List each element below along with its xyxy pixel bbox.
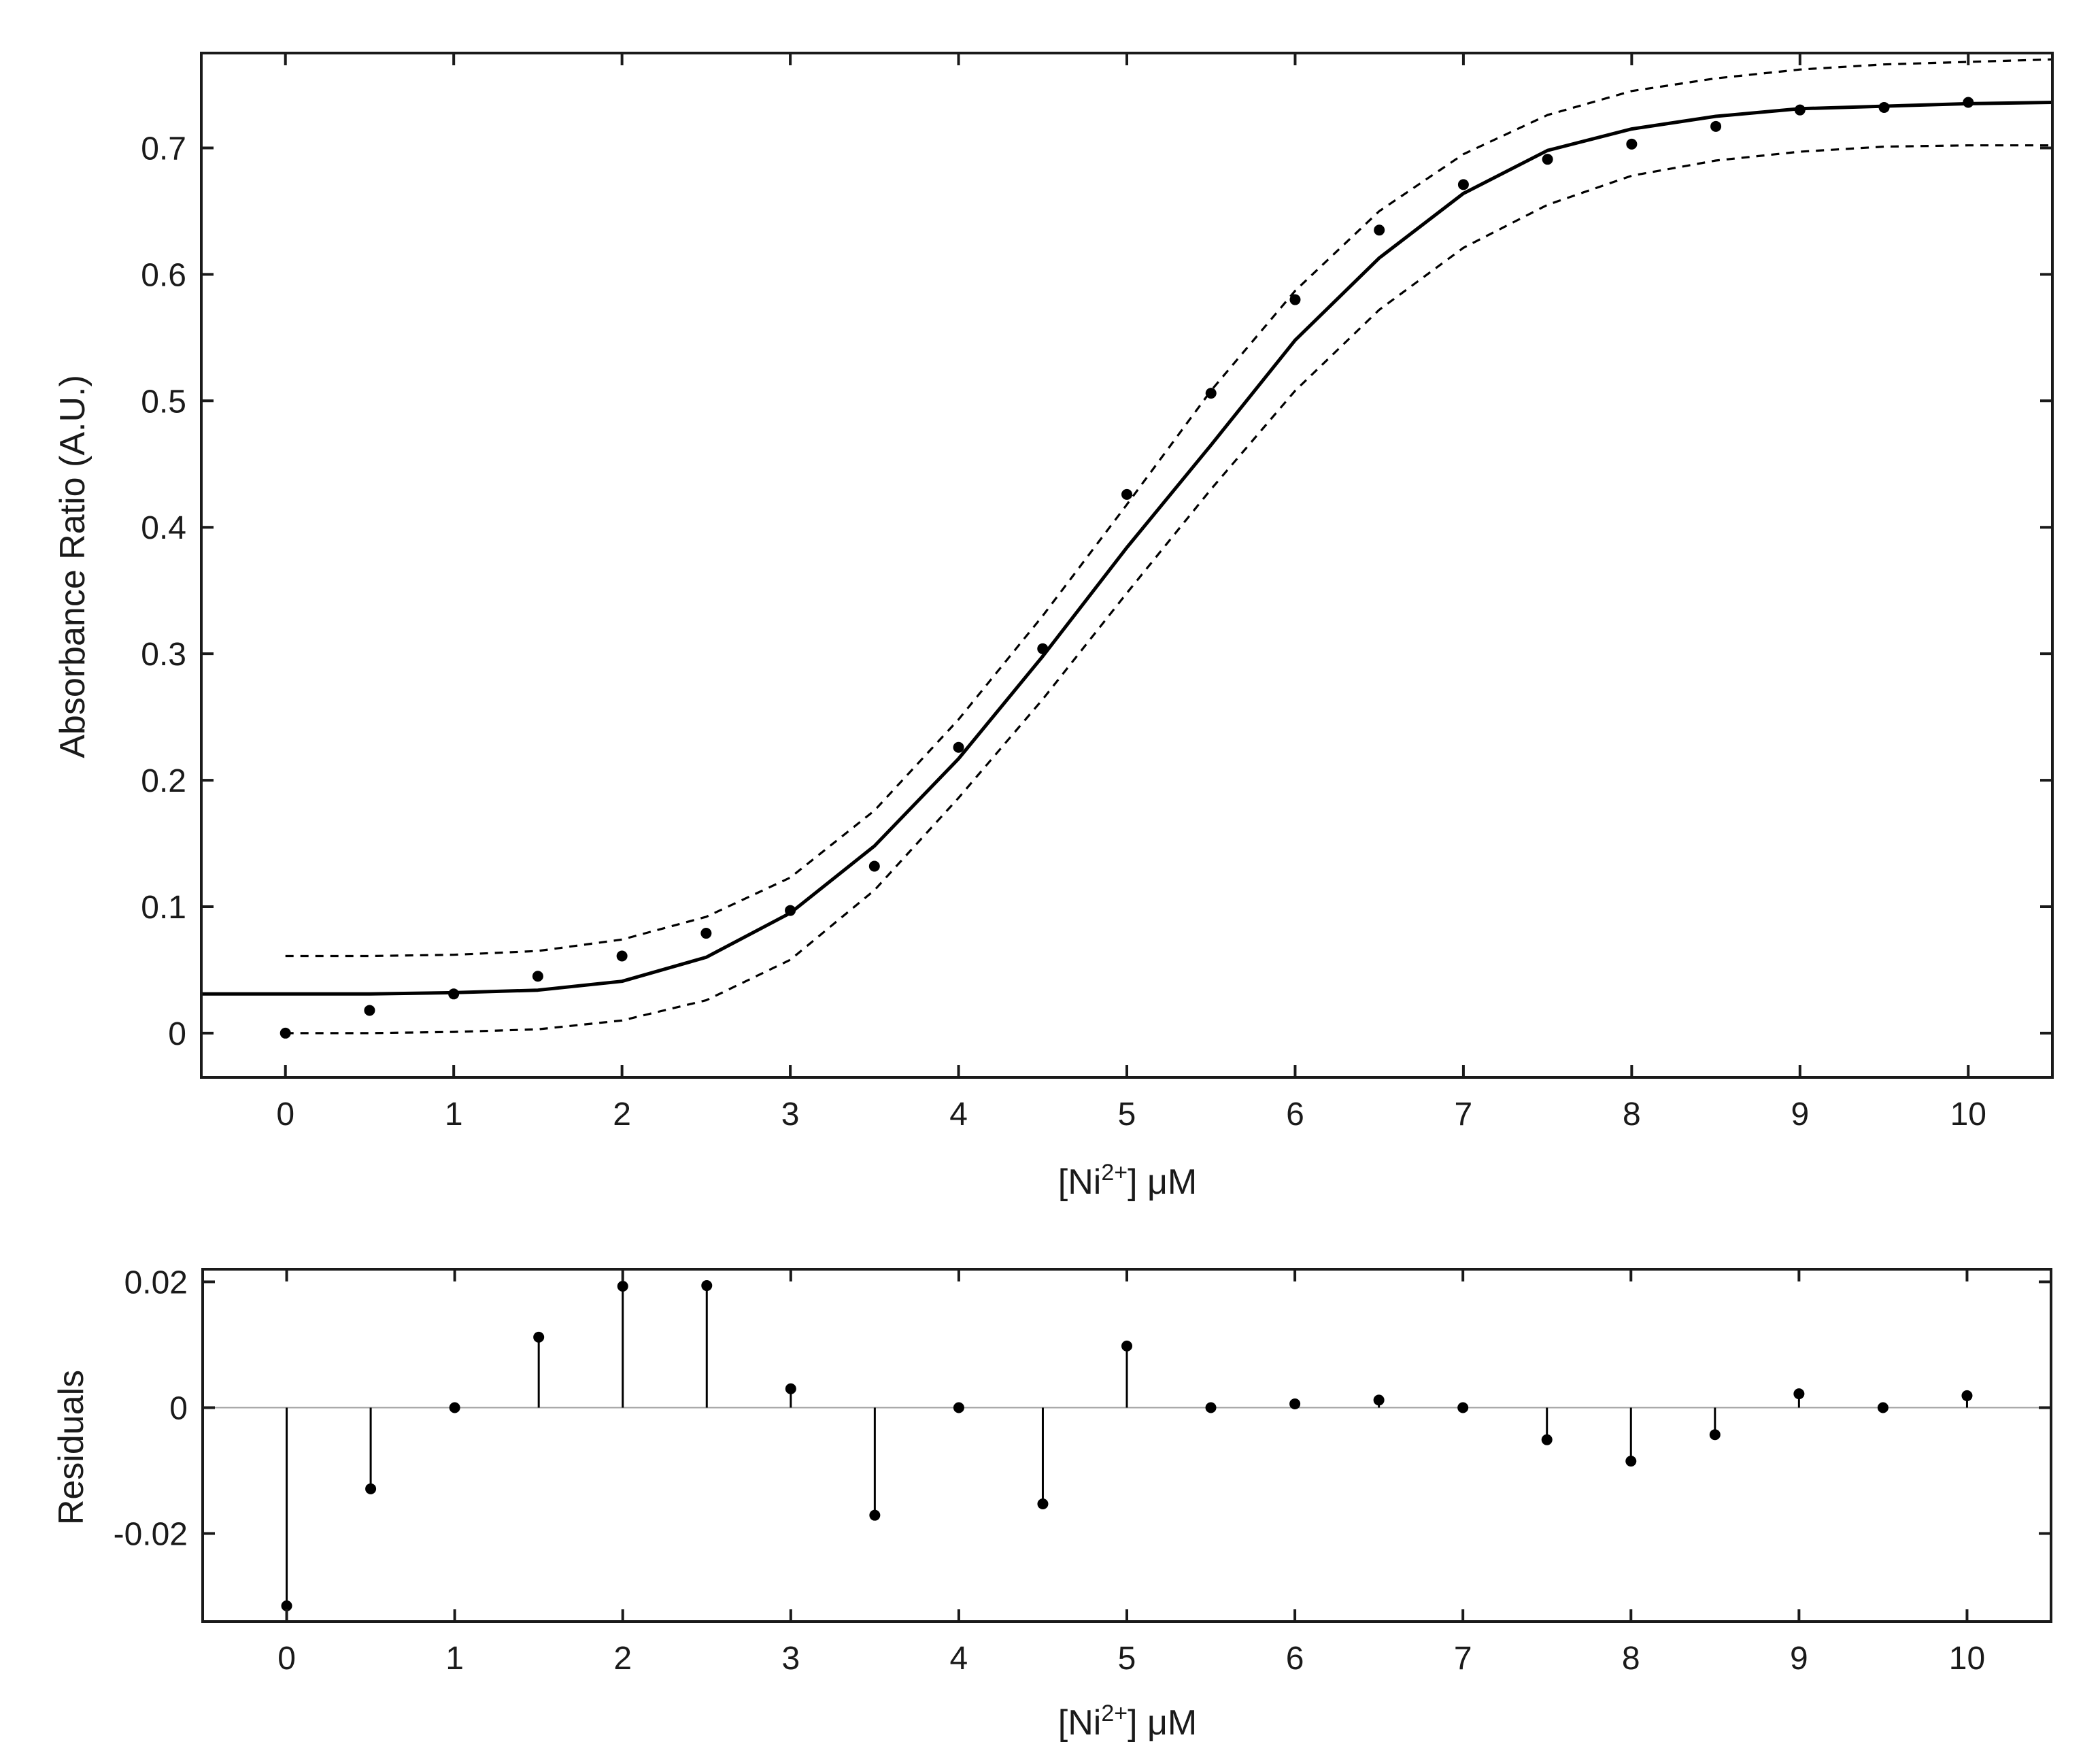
residual-point [1037,1498,1049,1510]
x-tick-label: 0 [276,1096,294,1133]
y-tick-label: 0.7 [141,131,186,167]
plot-area [201,58,2052,1039]
y-tick-label: 0 [169,1391,188,1427]
y-tick-label: -0.02 [114,1517,188,1553]
x-tick-label: 7 [1455,1096,1473,1133]
residual-point [1205,1402,1217,1413]
data-point [364,1005,375,1016]
plot-area [203,1280,2051,1611]
y-tick-label: 0.3 [141,637,186,673]
residual-point [617,1280,628,1292]
x-tick-label: 8 [1623,1096,1641,1133]
fit-line [201,101,2052,996]
fit-plot: 0 1 2 3 4 5 6 7 8 9 10 0 0.1 0.2 0.3 0.4 0.5 0.6 0.7 [Ni2+… [53,52,2054,1202]
data-point [1121,488,1132,500]
residual-point [1793,1388,1805,1400]
residual-point [953,1402,964,1413]
x-axis-label-suffix: ] μM [1128,1703,1197,1743]
x-tick-label: 9 [1790,1641,1808,1677]
x-tick-label: 0 [277,1641,296,1677]
x-tick-label: 10 [1950,1096,1986,1133]
y-tick-label: 0.2 [141,763,186,799]
data-point [868,860,880,872]
residuals-plot-tick-labels: 0 1 2 3 4 5 6 7 8 9 10 -0.02 0 0.02 [114,1265,1986,1677]
x-tick-label: 4 [949,1096,968,1133]
y-tick-label: 0.6 [141,257,186,293]
residual-point [785,1383,796,1394]
residual-point [1877,1402,1889,1413]
residuals-plot-y-axis-label: Residuals [52,1370,91,1525]
x-axis-label-superscript: 2+ [1101,1160,1128,1186]
x-tick-label: 2 [613,1096,631,1133]
residual-point [1121,1340,1132,1352]
data-point [700,928,712,939]
data-point [1542,154,1553,165]
y-tick-label: 0.5 [141,384,186,420]
data-point [953,741,964,753]
x-tick-label: 5 [1118,1641,1136,1677]
residual-point [701,1280,713,1292]
x-tick-label: 6 [1286,1096,1304,1133]
residual-point [1541,1434,1553,1445]
residuals-plot-x-axis-label: [Ni2+] μM [1058,1700,1198,1743]
x-tick-label: 8 [1622,1641,1640,1677]
data-point [532,971,543,982]
fit-plot-marks [201,58,2052,1039]
x-tick-label: 1 [445,1096,463,1133]
fit-plot-x-axis-label: [Ni2+] μM [1058,1160,1198,1202]
y-tick-label: 0 [168,1016,186,1052]
fit-plot-ticks [200,52,2054,1079]
data-point [1710,120,1722,132]
fit-plot-y-axis-label: Absorbance Ratio (A.U.) [53,375,92,758]
x-tick-label: 1 [445,1641,464,1677]
residual-point [281,1600,292,1611]
x-axis-label-prefix: [Ni [1058,1703,1102,1743]
residual-point [1709,1429,1721,1441]
x-tick-label: 3 [781,1641,800,1677]
data-point [1289,294,1301,305]
x-axis-label-prefix: [Ni [1058,1162,1102,1202]
y-tick-label: 0.02 [124,1265,188,1301]
upper-confidence-bound-line [285,58,2052,958]
y-tick-label: 0.1 [141,890,186,926]
x-axis-label-suffix: ] μM [1128,1162,1197,1202]
x-tick-label: 9 [1791,1096,1809,1133]
residual-point [1289,1398,1301,1409]
residual-point [365,1483,377,1494]
residual-point [1373,1394,1385,1406]
x-tick-label: 6 [1286,1641,1304,1677]
lower-confidence-bound-line [285,144,2052,1035]
y-tick-label: 0.4 [141,510,186,546]
residual-point [1625,1456,1637,1467]
residuals-plot-marks [203,1280,2051,1611]
data-point [1457,179,1469,190]
residual-point [449,1402,460,1413]
residual-point [1961,1390,1973,1401]
fit-plot-tick-labels: 0 1 2 3 4 5 6 7 8 9 10 0 0.1 0.2 0.3 0.4 0.5 0.6 0.7 [141,131,1986,1133]
x-tick-label: 10 [1949,1641,1985,1677]
x-tick-label: 3 [781,1096,800,1133]
residuals-plot: 0 1 2 3 4 5 6 7 8 9 10 -0.02 0 0.02 [Ni2+] μM Residua… [52,1265,2052,1743]
residual-point [533,1331,545,1343]
x-tick-label: 7 [1454,1641,1472,1677]
x-tick-label: 2 [613,1641,632,1677]
x-tick-label: 5 [1118,1096,1136,1133]
x-axis-label-superscript: 2+ [1101,1700,1128,1726]
data-point [616,950,628,962]
residuals-plot-ticks [201,1268,2052,1623]
data-point [1626,138,1638,150]
x-tick-label: 4 [950,1641,968,1677]
residual-point [1457,1402,1469,1413]
residual-point [869,1509,881,1521]
data-point [1374,224,1385,236]
